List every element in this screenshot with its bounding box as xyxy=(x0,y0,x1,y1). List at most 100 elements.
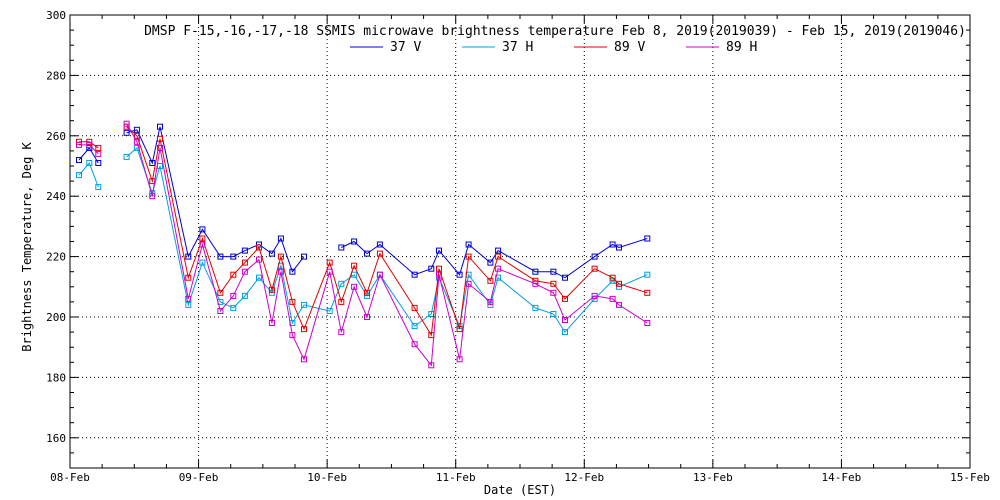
data-point xyxy=(133,132,140,139)
data-point xyxy=(256,256,262,263)
data-point xyxy=(351,238,358,245)
data-point xyxy=(241,259,248,266)
data-point xyxy=(465,280,472,287)
series-line xyxy=(126,123,648,367)
data-point xyxy=(277,253,284,260)
data-point xyxy=(609,295,616,302)
data-point xyxy=(217,308,224,314)
data-point xyxy=(456,326,463,333)
data-point xyxy=(591,253,598,260)
data-point xyxy=(376,241,383,248)
data-point xyxy=(241,292,248,299)
data-point xyxy=(364,289,370,296)
data-point xyxy=(436,271,442,278)
data-point xyxy=(487,259,494,266)
data-point xyxy=(644,289,651,296)
data-point xyxy=(609,274,616,281)
data-point xyxy=(411,304,418,311)
data-point xyxy=(123,129,130,136)
data-point xyxy=(76,141,82,148)
data-point xyxy=(338,329,345,336)
data-point xyxy=(364,250,370,257)
data-point xyxy=(277,235,284,242)
data-point xyxy=(289,268,296,275)
data-point xyxy=(338,244,345,251)
data-point xyxy=(532,304,539,311)
data-point xyxy=(185,253,192,260)
data-point xyxy=(241,268,248,275)
data-point xyxy=(364,314,370,320)
plot-frame xyxy=(69,14,971,469)
data-point xyxy=(217,253,224,260)
x-tick-label: 08-Feb xyxy=(50,471,90,484)
data-point xyxy=(149,160,156,166)
data-point xyxy=(86,141,93,148)
y-tick-label: 280 xyxy=(46,69,66,82)
data-point xyxy=(95,160,102,166)
data-point xyxy=(149,193,156,200)
data-point xyxy=(241,247,248,254)
x-tick-label: 10-Feb xyxy=(307,471,347,484)
data-point xyxy=(268,320,275,326)
legend-entry: 37 H xyxy=(462,40,533,55)
data-point xyxy=(591,292,598,299)
data-point xyxy=(550,280,557,287)
data-point xyxy=(230,271,237,278)
series-89-v xyxy=(76,123,651,339)
data-point xyxy=(436,265,442,272)
data-point xyxy=(133,144,140,151)
legend-label: 89 V xyxy=(614,40,645,55)
data-point xyxy=(465,241,472,248)
data-point xyxy=(495,247,502,254)
data-point xyxy=(268,250,275,257)
data-point xyxy=(256,244,262,251)
data-point xyxy=(550,311,557,317)
data-point xyxy=(487,277,494,284)
legend-entry: 89 H xyxy=(686,40,757,55)
data-point xyxy=(465,253,472,260)
data-point xyxy=(644,235,651,242)
data-point xyxy=(230,304,237,311)
y-tick-label: 200 xyxy=(46,311,66,324)
data-point xyxy=(268,286,275,293)
data-point xyxy=(301,253,307,260)
y-tick-label: 260 xyxy=(46,130,66,143)
y-tick-label: 180 xyxy=(46,371,66,384)
data-point xyxy=(199,226,206,233)
data-point xyxy=(532,268,539,275)
data-point xyxy=(301,326,307,333)
x-tick-label: 13-Feb xyxy=(693,471,733,484)
y-tick-label: 240 xyxy=(46,190,66,203)
data-point xyxy=(550,268,557,275)
data-point xyxy=(95,150,102,157)
series-line xyxy=(126,126,648,337)
data-point xyxy=(428,265,435,272)
data-point xyxy=(95,144,102,151)
axes: 08-Feb 09-Feb 10-Feb 11-Feb 12-Feb 13-Feb 14-F… xyxy=(46,9,990,484)
data-point xyxy=(199,241,206,248)
data-point xyxy=(230,292,237,299)
data-point xyxy=(217,289,224,296)
data-point xyxy=(644,320,651,326)
legend-entry: 37 V xyxy=(350,40,421,55)
data-point xyxy=(123,120,130,127)
data-point xyxy=(86,160,93,166)
legend-label: 37 V xyxy=(390,40,421,55)
data-point xyxy=(411,323,418,330)
data-point xyxy=(591,265,598,272)
data-point xyxy=(76,157,82,163)
data-point xyxy=(487,298,494,305)
chart-title: DMSP F-15,-16,-17,-18 SSMIS microwave br… xyxy=(144,24,966,39)
y-tick-label: 160 xyxy=(46,432,66,445)
data-point xyxy=(411,341,418,348)
data-point xyxy=(199,235,206,242)
x-tick-label: 09-Feb xyxy=(179,471,219,484)
data-point xyxy=(411,271,418,278)
data-point xyxy=(338,298,345,305)
series-line xyxy=(78,162,99,188)
data-point xyxy=(95,184,102,191)
series-89-h xyxy=(76,120,651,369)
series-line xyxy=(126,147,648,333)
y-tick-label: 300 xyxy=(46,9,66,22)
